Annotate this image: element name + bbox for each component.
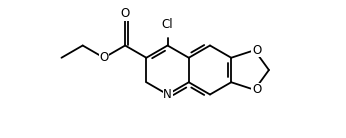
Text: Cl: Cl <box>162 18 173 31</box>
Text: O: O <box>252 83 261 96</box>
Text: O: O <box>120 7 130 20</box>
Text: O: O <box>252 44 261 57</box>
Text: O: O <box>99 51 109 64</box>
Text: N: N <box>163 88 172 101</box>
